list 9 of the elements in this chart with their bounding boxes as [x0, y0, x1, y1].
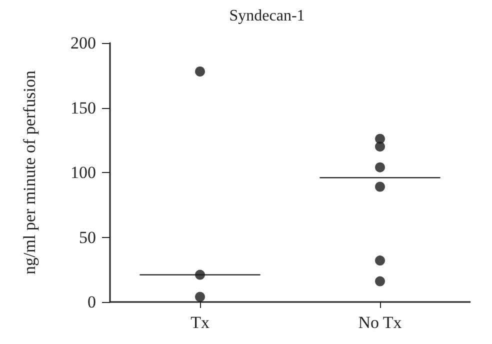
x-tick-label: Tx: [190, 313, 210, 332]
y-tick-label: 200: [70, 34, 96, 52]
y-tick-label: 50: [79, 228, 96, 247]
y-axis-title: ng/ml per minute of perfusion: [20, 70, 39, 274]
x-tick-label: No Tx: [358, 313, 402, 332]
y-tick-label: 100: [70, 163, 96, 182]
y-tick-label: 0: [88, 292, 96, 312]
chart-title: Syndecan-1: [229, 8, 305, 24]
y-tick-label: 150: [70, 98, 96, 118]
